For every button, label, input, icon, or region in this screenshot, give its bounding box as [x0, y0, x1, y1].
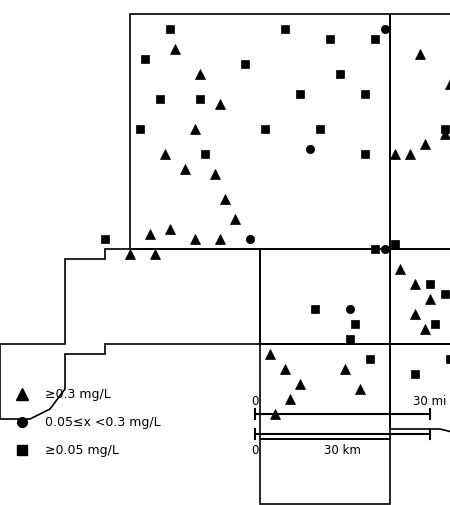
Text: ≥0.3 mg/L: ≥0.3 mg/L: [45, 388, 111, 400]
Text: 0: 0: [251, 443, 259, 456]
Text: 0.05≤x <0.3 mg/L: 0.05≤x <0.3 mg/L: [45, 416, 161, 429]
Text: 30 km: 30 km: [324, 443, 360, 456]
Text: 0: 0: [251, 394, 259, 407]
Text: ≥0.05 mg/L: ≥0.05 mg/L: [45, 443, 119, 457]
Text: 30 mi: 30 mi: [413, 394, 447, 407]
